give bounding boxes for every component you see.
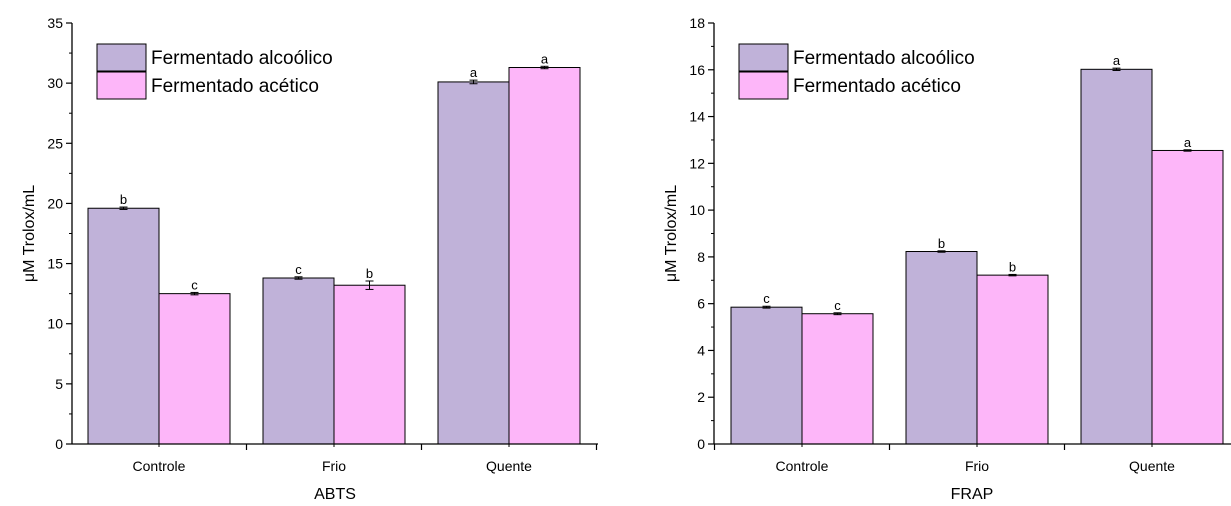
x-axis-title: FRAP (951, 486, 994, 503)
significance-letter: b (938, 236, 945, 251)
bar (87, 207, 160, 445)
significance-letter: b (120, 192, 127, 207)
y-tick-label: 8 (697, 249, 705, 265)
significance-letter: b (1009, 259, 1016, 274)
y-tick-label: 10 (689, 202, 705, 218)
x-tick-label: Frio (322, 458, 346, 474)
bar (333, 284, 406, 445)
significance-letter: c (295, 262, 302, 277)
legend-swatch (96, 71, 147, 100)
bar (976, 274, 1049, 445)
bar (905, 251, 978, 445)
x-tick-label: Controle (776, 458, 829, 474)
y-tick-label: 10 (47, 316, 63, 332)
y-tick-label: 30 (47, 75, 63, 91)
y-tick-label: 12 (689, 155, 705, 171)
y-tick-label: 15 (47, 256, 63, 272)
chart-panel-2: c b a c b a 0 2 4 6 8 10 12 14 16 18 Controle Frio Quente F… (663, 15, 1231, 503)
legend-label: Fermentado alcoólico (151, 48, 333, 69)
y-tick-label: 18 (689, 15, 705, 31)
legend-swatch (738, 43, 789, 72)
y-axis-title: μM Trolox/mL (21, 185, 38, 282)
y-tick-label: 20 (47, 195, 63, 211)
bar (1080, 68, 1153, 445)
y-tick-label: 35 (47, 15, 63, 31)
significance-letter: c (763, 291, 770, 306)
y-tick-label: 14 (689, 109, 705, 125)
significance-letter: a (1113, 53, 1121, 68)
bar (508, 67, 581, 445)
bar (437, 81, 510, 445)
y-tick-label: 0 (55, 436, 63, 452)
bar (730, 306, 803, 445)
legend-label: Fermentado acético (793, 76, 961, 97)
legend-label: Fermentado acético (151, 76, 319, 97)
y-tick-label: 25 (47, 135, 63, 151)
significance-letter: a (470, 65, 478, 80)
y-tick-label: 6 (697, 296, 705, 312)
bar (801, 313, 874, 445)
x-tick-label: Quente (486, 458, 532, 474)
significance-letter: c (191, 277, 198, 292)
y-tick-label: 5 (55, 376, 63, 392)
y-tick-label: 16 (689, 62, 705, 78)
significance-letter: a (541, 51, 549, 66)
y-tick-label: 0 (697, 436, 705, 452)
bar (158, 293, 231, 445)
bar (1151, 149, 1224, 445)
x-tick-label: Quente (1129, 458, 1175, 474)
significance-letter: a (1184, 135, 1192, 150)
chart-panel-1: b c a c b a 0 5 10 15 20 25 30 35 Controle Frio Quente AB… (21, 15, 598, 503)
bar (262, 277, 335, 445)
legend-swatch (738, 71, 789, 100)
x-tick-label: Controle (133, 458, 186, 474)
y-tick-label: 2 (697, 389, 705, 405)
x-tick-label: Frio (965, 458, 989, 474)
legend-label: Fermentado alcoólico (793, 48, 975, 69)
y-tick-label: 4 (697, 342, 705, 358)
y-axis-title: μM Trolox/mL (663, 185, 680, 282)
significance-letter: b (366, 266, 373, 281)
legend-swatch (96, 43, 147, 72)
x-axis-title: ABTS (314, 486, 356, 503)
significance-letter: c (834, 298, 841, 313)
